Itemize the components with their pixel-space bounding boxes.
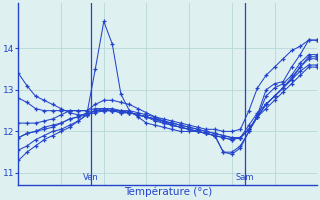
X-axis label: Température (°c): Température (°c) bbox=[124, 187, 212, 197]
Text: Ven: Ven bbox=[83, 173, 99, 182]
Text: Sam: Sam bbox=[236, 173, 254, 182]
